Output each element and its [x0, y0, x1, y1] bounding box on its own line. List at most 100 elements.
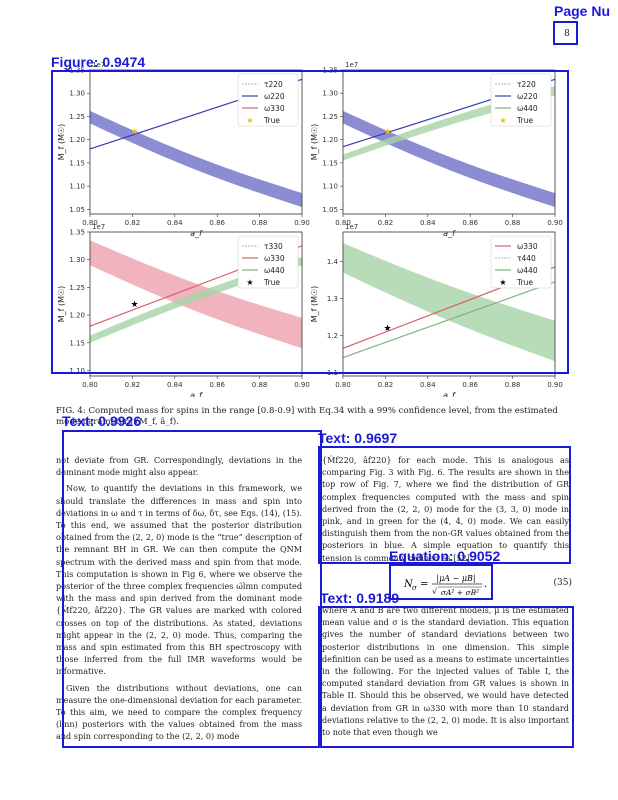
- x-tick-label: 0.86: [462, 219, 478, 227]
- equation-number: (35): [553, 578, 572, 588]
- eq-denominator: σA² + σB²: [441, 588, 479, 597]
- left-column: not deviate from GR. Correspondingly, de…: [56, 454, 302, 743]
- legend: [490, 235, 552, 289]
- y-tick-label: 1.20: [322, 136, 338, 144]
- y-tick-label: 1.20: [69, 312, 85, 320]
- x-tick-label: 0.80: [335, 219, 351, 227]
- legend: [237, 73, 299, 127]
- y-tick-label: 1.05: [69, 206, 85, 214]
- legend-marker: ★: [246, 278, 253, 287]
- exponent-label: 1e7: [92, 61, 105, 69]
- x-tick-label: 0.82: [125, 219, 141, 227]
- x-tick-label: 0.88: [252, 219, 268, 227]
- annotation-box: [389, 564, 493, 600]
- legend-entry: ω330: [517, 242, 538, 251]
- annotation-label: Text: 0.9189: [320, 590, 400, 606]
- y-tick-label: 1.10: [69, 183, 85, 191]
- x-tick-label: 0.90: [294, 219, 310, 227]
- x-tick-label: 0.84: [420, 381, 436, 389]
- legend: [490, 73, 552, 127]
- x-tick-label: 0.86: [462, 381, 478, 389]
- legend-entry: ω220: [264, 92, 285, 101]
- confidence-band: [343, 110, 555, 208]
- legend-entry: ω440: [517, 104, 538, 113]
- y-tick-label: 1.30: [69, 256, 85, 264]
- equation: N σ = |μA − μB| √ σA² + σB² . (35): [392, 568, 572, 598]
- y-tick-label: 1.05: [322, 206, 338, 214]
- legend-entry: True: [263, 278, 280, 287]
- y-tick-label: 1.20: [69, 136, 85, 144]
- x-tick-label: 0.82: [125, 381, 141, 389]
- x-tick-label: 0.90: [294, 381, 310, 389]
- y-tick-label: 1.2: [327, 332, 338, 340]
- paragraph: not deviate from GR. Correspondingly, de…: [56, 455, 302, 478]
- subplot-3: 1e7 1.10 1.15 1.20 1.25 1.30 1.35 0.80 0.82 0.84 0…: [57, 223, 310, 397]
- legend-entry: ω220: [517, 92, 538, 101]
- x-axis-label: a_f: [443, 229, 456, 238]
- true-value-marker: ★: [383, 127, 391, 137]
- legend-entry: ω330: [264, 104, 285, 113]
- right-column-bottom: where A and B are two different models, …: [322, 604, 569, 738]
- legend: [237, 235, 299, 289]
- paragraph: where A and B are two different models, …: [322, 605, 569, 738]
- annotation-box: [318, 446, 571, 564]
- svg-text:.: .: [484, 579, 487, 590]
- legend-marker: ★: [499, 116, 506, 125]
- legend-entry: True: [263, 116, 280, 125]
- figure-caption: FIG. 4: Computed mass for spins in the r…: [56, 406, 558, 427]
- annotation-box: [51, 70, 569, 374]
- paragraph: {M̂f220, âf220} for each mode. This is a…: [322, 455, 569, 563]
- legend-entry: True: [516, 116, 533, 125]
- true-value-marker: ★: [130, 127, 138, 137]
- x-tick-label: 0.88: [505, 219, 521, 227]
- subplot-1: 1e7 1.05 1.10 1.15 1.20 1.25 1.30 1.35 0.80 0.82 0…: [57, 61, 310, 238]
- true-value-marker: ★: [130, 300, 138, 310]
- exponent-label: 1e7: [92, 223, 105, 231]
- y-tick-label: 1.35: [69, 229, 85, 237]
- y-tick-label: 1.25: [69, 284, 85, 292]
- legend-entry: ω330: [264, 254, 285, 263]
- confidence-band: [343, 243, 555, 362]
- exponent-label: 1e7: [345, 61, 358, 69]
- equation-body: N σ = |μA − μB| √ σA² + σB² .: [402, 572, 512, 601]
- y-tick-label: 1.3: [327, 295, 338, 303]
- annotation-label: Page Nu: [554, 3, 611, 19]
- annotation-label: Text: 0.9697: [318, 430, 398, 446]
- eq-lhs: N: [403, 579, 414, 590]
- x-tick-label: 0.84: [167, 381, 183, 389]
- x-tick-label: 0.80: [335, 381, 351, 389]
- legend-entry: True: [516, 278, 533, 287]
- annotation-label: Text: 0.9926: [62, 413, 142, 429]
- figure: 1e7 1.05 1.10 1.15 1.20 1.25 1.30 1.35 0.80 0.82 0…: [57, 61, 563, 397]
- y-tick-label: 1.25: [69, 113, 85, 121]
- legend-entry: τ220: [517, 80, 536, 89]
- eq-lhs-sub: σ: [412, 584, 417, 592]
- legend-marker: ★: [246, 116, 253, 125]
- x-tick-label: 0.84: [420, 219, 436, 227]
- x-tick-label: 0.80: [82, 381, 98, 389]
- y-tick-label: 1.30: [69, 90, 85, 98]
- legend-entry: τ330: [264, 242, 283, 251]
- x-tick-label: 0.86: [209, 219, 225, 227]
- annotation-box: [318, 606, 574, 748]
- y-tick-label: 1.4: [327, 258, 339, 266]
- page-number: 8: [564, 29, 570, 39]
- axes-frame: [342, 231, 556, 377]
- y-tick-label: 1.25: [322, 113, 338, 121]
- annotation-box: [553, 21, 578, 45]
- legend-entry: τ440: [517, 254, 536, 263]
- x-tick-label: 0.80: [82, 219, 98, 227]
- confidence-band: [90, 110, 302, 208]
- eq-numerator: |μA − μB|: [436, 574, 475, 583]
- paragraph: Given the distributions without deviatio…: [56, 682, 302, 742]
- equation-formula: N σ = |μA − μB| √ σA² + σB² .: [403, 574, 487, 597]
- y-axis-label: M_f (M☉): [57, 286, 66, 323]
- legend-entry: τ220: [264, 80, 283, 89]
- y-axis-label: M_f (M☉): [57, 124, 66, 161]
- legend-entry: ω440: [517, 266, 538, 275]
- x-tick-label: 0.88: [252, 381, 268, 389]
- axes-frame: [89, 231, 303, 377]
- series-line: [342, 281, 556, 359]
- y-tick-label: 1.15: [69, 159, 85, 167]
